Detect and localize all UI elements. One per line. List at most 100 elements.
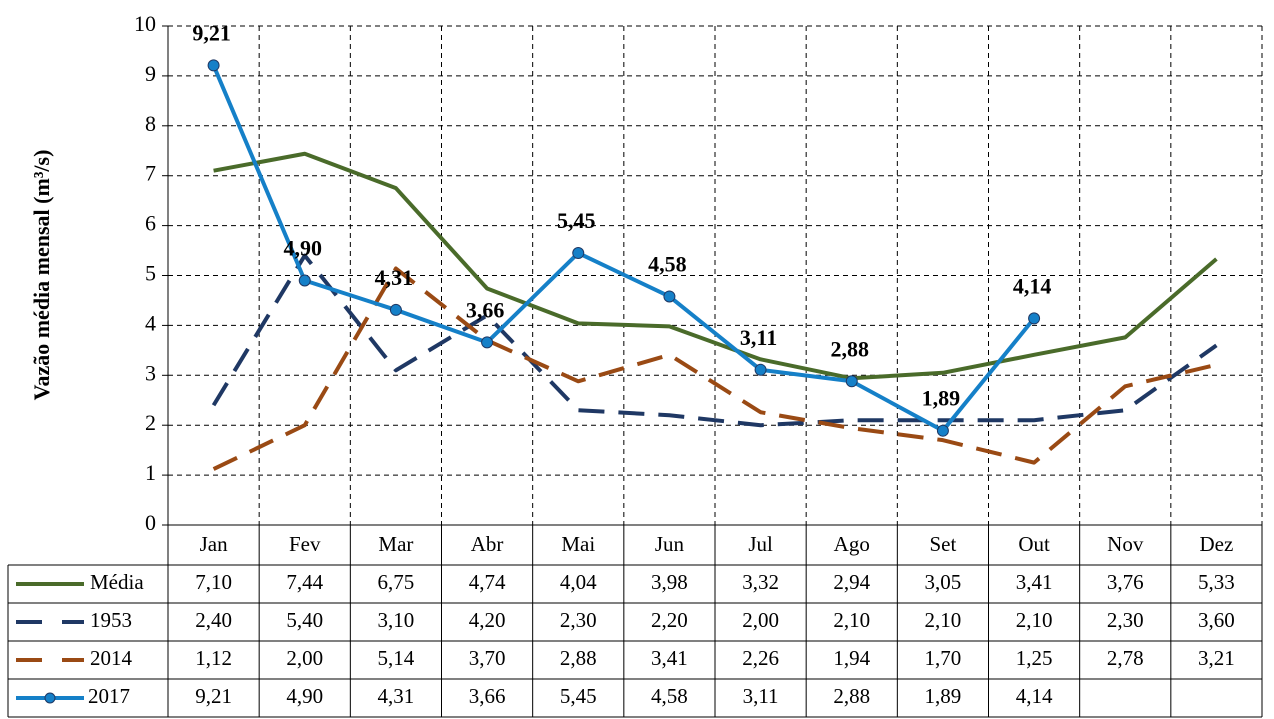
x-tick-label: Jan <box>200 532 228 556</box>
data-label: 5,45 <box>557 208 596 233</box>
y-tick-label: 10 <box>134 11 156 36</box>
table-cell: 4,20 <box>469 608 506 632</box>
table-cell: 2,94 <box>833 570 870 594</box>
y-tick-label: 4 <box>145 310 156 335</box>
table-cell: 3,41 <box>1016 570 1053 594</box>
y-tick-label: 9 <box>145 61 156 86</box>
x-tick-label: Jul <box>748 532 773 556</box>
table-cell: 3,41 <box>651 646 688 670</box>
y-tick-label: 0 <box>145 510 156 535</box>
series-line <box>211 253 1218 428</box>
table-cell: 3,60 <box>1198 608 1235 632</box>
data-label: 4,31 <box>375 265 414 290</box>
x-tick-label: Mar <box>378 532 413 556</box>
x-tick-label: Set <box>929 532 956 556</box>
table-cell: 3,05 <box>925 570 962 594</box>
table-cell: 4,04 <box>560 570 597 594</box>
x-tick-label: Out <box>1018 532 1050 556</box>
table-cell: 3,70 <box>469 646 506 670</box>
legend-label: 2017 <box>88 684 130 708</box>
table-cell: 5,40 <box>286 608 323 632</box>
table-cell: 3,76 <box>1107 570 1144 594</box>
marker <box>663 290 676 303</box>
table-cell: 3,10 <box>378 608 415 632</box>
table-cell: 2,30 <box>560 608 597 632</box>
data-label: 4,58 <box>648 252 687 277</box>
table-cell: 9,21 <box>195 684 232 708</box>
table-cell: 4,31 <box>378 684 415 708</box>
marker <box>572 247 585 260</box>
table-cell: 2,88 <box>560 646 597 670</box>
marker <box>845 375 858 388</box>
legend-label: Média <box>90 570 144 594</box>
series-line <box>212 266 1217 471</box>
legend-label: 1953 <box>90 608 132 632</box>
x-tick-label: Ago <box>834 532 870 556</box>
data-label: 2,88 <box>831 336 870 361</box>
x-tick-label: Dez <box>1200 532 1234 556</box>
table-cell: 4,90 <box>286 684 323 708</box>
y-tick-label: 5 <box>145 261 156 286</box>
table-cell: 4,58 <box>651 684 688 708</box>
data-label: 1,89 <box>922 386 961 411</box>
table-cell: 1,12 <box>195 646 232 670</box>
table-cell: 1,70 <box>925 646 962 670</box>
x-tick-label: Mai <box>561 532 595 556</box>
y-tick-label: 6 <box>145 211 156 236</box>
series-line <box>213 151 1218 381</box>
marker <box>298 274 311 287</box>
table-cell: 6,75 <box>378 570 415 594</box>
table-cell: 2,00 <box>286 646 323 670</box>
table-cell: 2,78 <box>1107 646 1144 670</box>
table-cell: 4,74 <box>469 570 506 594</box>
data-label: 9,21 <box>192 20 231 45</box>
table-cell: 2,10 <box>833 608 870 632</box>
table-cell: 5,33 <box>1198 570 1235 594</box>
marker <box>936 424 949 437</box>
table-cell: 3,98 <box>651 570 688 594</box>
table-cell: 5,45 <box>560 684 597 708</box>
marker <box>207 59 220 72</box>
marker <box>481 336 494 349</box>
table-cell: 1,25 <box>1016 646 1053 670</box>
table-cell: 1,94 <box>833 646 870 670</box>
table-cell: 2,26 <box>742 646 779 670</box>
table-cell: 7,44 <box>286 570 323 594</box>
x-tick-label: Jun <box>655 532 685 556</box>
table-cell: 2,88 <box>833 684 870 708</box>
table-cell: 2,10 <box>925 608 962 632</box>
marker <box>389 303 402 316</box>
y-tick-label: 2 <box>145 410 156 435</box>
table-cell: 7,10 <box>195 570 232 594</box>
table-cell: 2,00 <box>742 608 779 632</box>
y-tick-label: 8 <box>145 111 156 136</box>
table-cell: 2,10 <box>1016 608 1053 632</box>
y-axis-label: Vazão média mensal (m³/s) <box>29 150 54 401</box>
y-tick-label: 1 <box>145 460 156 485</box>
y-tick-label: 3 <box>145 360 156 385</box>
table-cell: 3,32 <box>742 570 779 594</box>
legend-marker <box>44 692 56 704</box>
data-label: 4,90 <box>284 236 323 261</box>
y-tick-label: 7 <box>145 161 156 186</box>
table-cell: 4,14 <box>1016 684 1053 708</box>
x-tick-label: Fev <box>289 532 321 556</box>
x-tick-label: Abr <box>471 532 504 556</box>
table-cell: 2,40 <box>195 608 232 632</box>
series-line <box>211 64 1036 433</box>
marker <box>1028 312 1041 325</box>
marker <box>754 363 767 376</box>
x-tick-label: Nov <box>1107 532 1144 556</box>
table-cell: 1,89 <box>925 684 962 708</box>
data-label: 3,11 <box>740 325 777 350</box>
table-cell: 3,66 <box>469 684 506 708</box>
table-cell: 3,21 <box>1198 646 1235 670</box>
table-cell: 2,20 <box>651 608 688 632</box>
table-cell: 5,14 <box>378 646 415 670</box>
table-cell: 3,11 <box>743 684 779 708</box>
data-label: 3,66 <box>466 297 505 322</box>
table-cell: 2,30 <box>1107 608 1144 632</box>
legend-label: 2014 <box>90 646 133 670</box>
